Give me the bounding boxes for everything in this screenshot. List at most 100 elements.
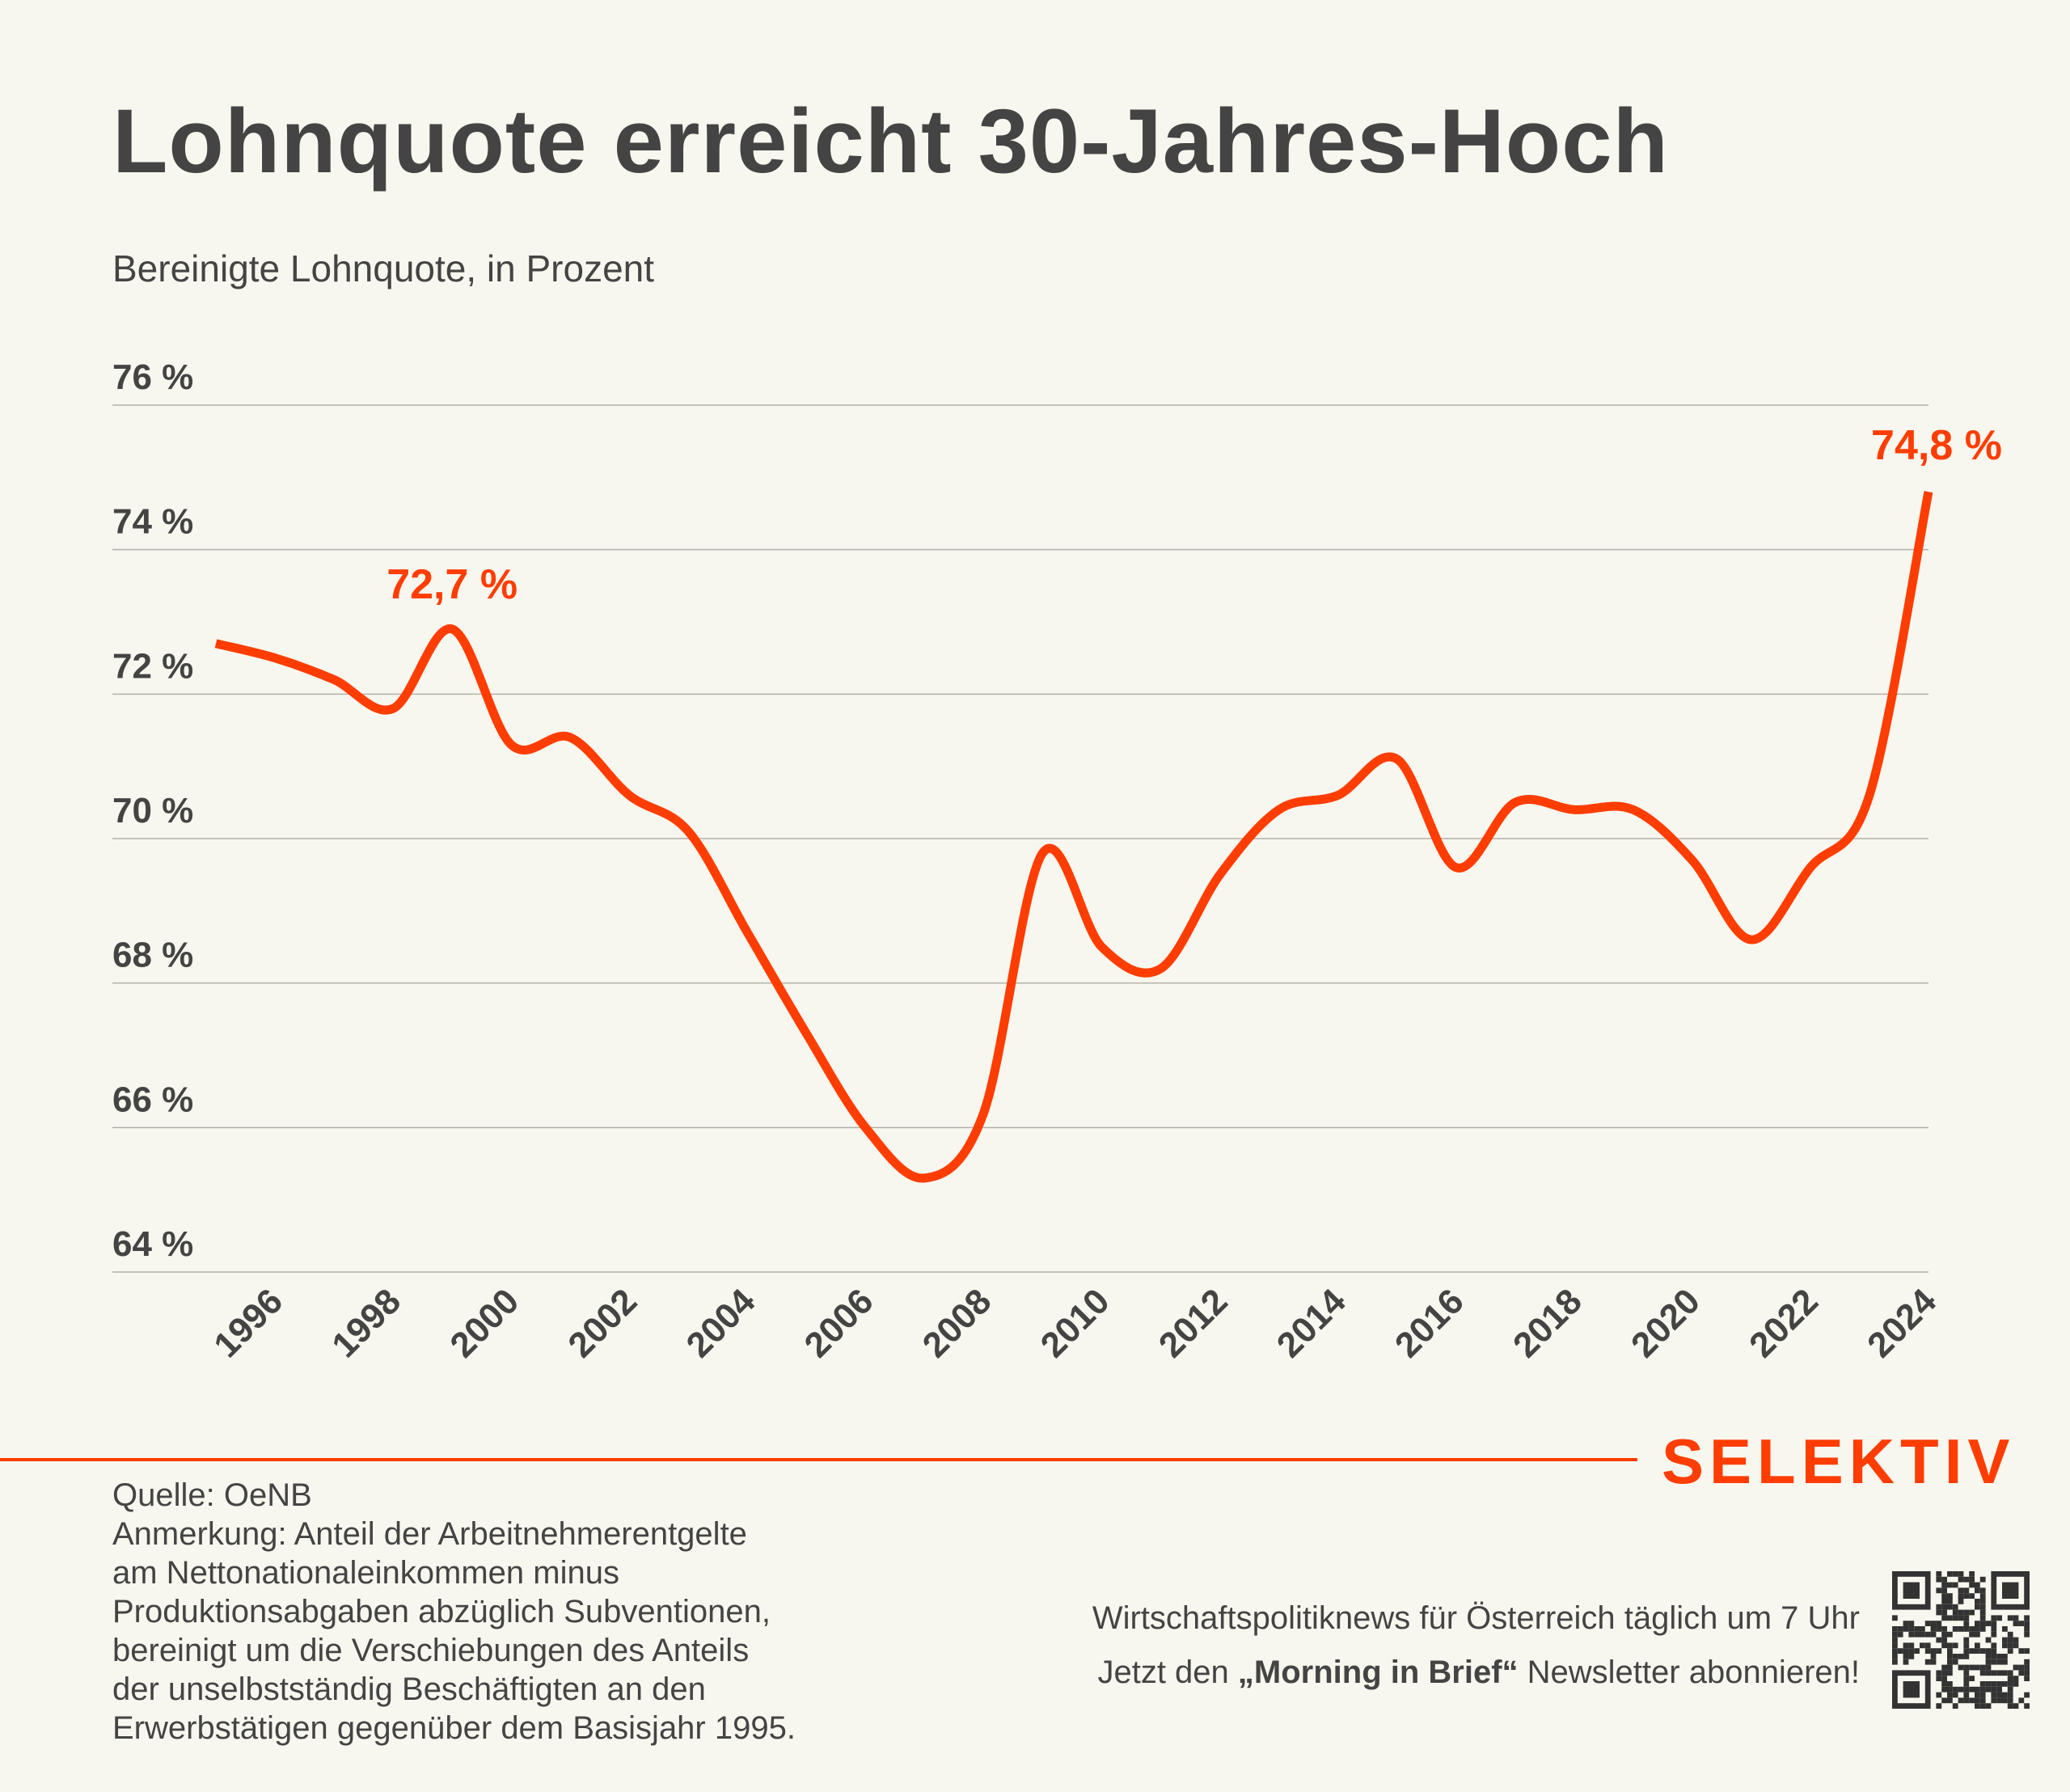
qr-module [2007, 1648, 2013, 1654]
qr-module [1963, 1670, 1970, 1676]
x-tick-label: 1996 [206, 1281, 290, 1365]
qr-module [1936, 1692, 1942, 1698]
qr-module [1963, 1615, 1970, 1621]
data-label: 74,8 % [1871, 422, 2002, 469]
cta-text: Newsletter abonnieren! [1518, 1655, 1860, 1690]
qr-module [1920, 1631, 1925, 1638]
qr-module [2002, 1670, 2008, 1676]
qr-module [1941, 1681, 1947, 1687]
qr-finder [1903, 1681, 1920, 1698]
qr-module [2002, 1681, 2008, 1687]
note-line: Anmerkung: Anteil der Arbeitnehmerentgel… [112, 1516, 747, 1552]
qr-module [2007, 1697, 2013, 1704]
qr-module [1985, 1681, 1992, 1687]
qr-module [1941, 1642, 1947, 1649]
qr-module [1991, 1642, 1997, 1649]
qr-module [1930, 1659, 1937, 1665]
qr-module [1903, 1626, 1909, 1632]
qr-module [1996, 1692, 2002, 1698]
qr-module [1979, 1593, 1986, 1599]
qr-module [1979, 1664, 1986, 1671]
qr-module [1975, 1664, 1980, 1671]
x-tick-label: 2022 [1742, 1281, 1826, 1365]
x-tick-label: 2004 [679, 1281, 763, 1365]
qr-module [1979, 1681, 1986, 1687]
x-tick-label: 2002 [560, 1281, 644, 1365]
qr-module [1941, 1686, 1947, 1693]
qr-module [1958, 1697, 1964, 1704]
qr-module [1930, 1626, 1937, 1632]
qr-module [1936, 1626, 1942, 1632]
qr-module [1985, 1648, 1992, 1654]
qr-module [1903, 1621, 1909, 1626]
cta-line-2: Jetzt den „Morning in Brief“ Newsletter … [1092, 1646, 1860, 1700]
qr-module [1979, 1587, 1986, 1594]
x-tick-label: 2000 [442, 1281, 526, 1365]
qr-module [1996, 1659, 2002, 1665]
qr-module [1892, 1626, 1898, 1632]
qr-module [1920, 1642, 1925, 1649]
qr-module [1941, 1609, 1947, 1616]
qr-module [1930, 1631, 1937, 1638]
qr-module [1975, 1642, 1980, 1649]
qr-module [1947, 1648, 1953, 1654]
qr-module [2013, 1703, 2019, 1709]
qr-module [1996, 1697, 2002, 1704]
qr-module [1996, 1670, 2002, 1676]
qr-module [1991, 1654, 1997, 1659]
qr-module [1958, 1654, 1964, 1659]
qr-module [1975, 1692, 1980, 1698]
qr-module [1991, 1659, 1997, 1665]
note-line: Produktionsabgaben abzüglich Subventione… [112, 1594, 771, 1629]
qr-module [1969, 1686, 1975, 1693]
qr-module [1963, 1642, 1970, 1649]
qr-module [1963, 1676, 1970, 1681]
qr-module [1936, 1670, 1942, 1676]
qr-module [1985, 1686, 1992, 1693]
cta-line-1: Wirtschaftspolitiknews für Österreich tä… [1092, 1600, 1860, 1636]
chart-subtitle: Bereinigte Lohnquote, in Prozent [112, 247, 655, 290]
x-tick-label: 2012 [1151, 1281, 1236, 1365]
qr-module [1958, 1576, 1964, 1583]
y-tick-label: 68 % [112, 936, 193, 975]
qr-module [1975, 1631, 1980, 1638]
qr-module [1952, 1659, 1958, 1665]
qr-module [1958, 1571, 1964, 1577]
qr-module [1952, 1642, 1958, 1649]
qr-module [1952, 1571, 1958, 1577]
qr-module [1941, 1626, 1947, 1632]
qr-module [1958, 1615, 1964, 1621]
qr-module [1936, 1621, 1942, 1626]
qr-module [1985, 1664, 1992, 1671]
qr-finder [2002, 1582, 2019, 1599]
qr-module [1952, 1686, 1958, 1693]
qr-module [2007, 1615, 2013, 1621]
qr-module [1947, 1664, 1953, 1671]
qr-module [1908, 1654, 1915, 1659]
qr-module [1979, 1576, 1986, 1583]
qr-module [2007, 1637, 2013, 1643]
qr-module [1975, 1626, 1980, 1632]
qr-module [2002, 1692, 2008, 1698]
qr-module [1941, 1697, 1947, 1704]
qr-module [2002, 1659, 2008, 1665]
qr-module [1996, 1615, 2002, 1621]
qr-module [2024, 1631, 2030, 1638]
qr-module [1979, 1615, 1986, 1621]
qr-module [2024, 1692, 2030, 1698]
qr-code-icon[interactable] [1892, 1571, 2030, 1709]
qr-module [1991, 1631, 1997, 1638]
qr-module [1969, 1576, 1975, 1583]
qr-module [1963, 1576, 1970, 1583]
qr-module [2013, 1664, 2019, 1671]
qr-module [1892, 1637, 1898, 1643]
qr-module [1920, 1626, 1925, 1632]
qr-module [1969, 1609, 1975, 1616]
qr-module [1903, 1654, 1909, 1659]
qr-module [1958, 1593, 1964, 1599]
qr-module [1979, 1686, 1986, 1693]
x-tick-label: 2008 [915, 1281, 999, 1365]
qr-module [2024, 1626, 2030, 1632]
series-line [214, 491, 1933, 1183]
y-tick-label: 66 % [112, 1080, 193, 1119]
